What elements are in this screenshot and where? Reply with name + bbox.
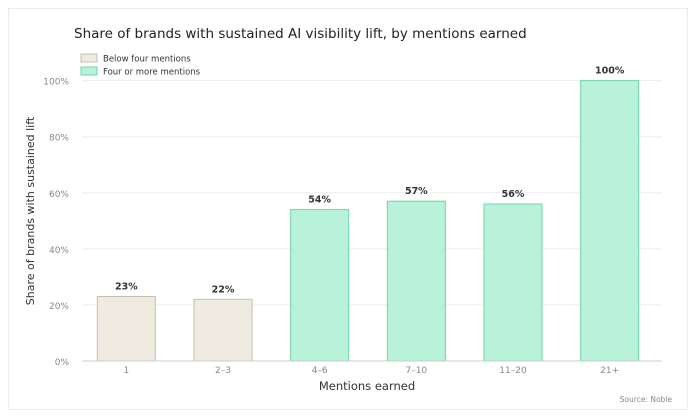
x-tick-label: 2–3 — [215, 366, 231, 376]
y-tick-label: 40% — [49, 246, 69, 256]
legend-label: Below four mentions — [103, 55, 191, 65]
y-tick-label: 0% — [55, 358, 70, 368]
bar — [96, 296, 156, 362]
legend-swatch — [80, 66, 98, 76]
data-label: 22% — [212, 284, 235, 295]
y-tick-label: 80% — [49, 134, 69, 144]
data-label: 57% — [405, 186, 428, 197]
data-label: 56% — [502, 189, 525, 200]
source-note: Source: Noble — [620, 395, 673, 404]
x-tick-label: 1 — [123, 366, 129, 376]
bar — [290, 209, 350, 362]
y-axis-label: Share of brands with sustained lift — [24, 116, 37, 305]
x-tick-label: 11–20 — [499, 366, 527, 376]
bar — [483, 203, 543, 362]
y-axis-ticks: 0% 20% 40% 60% 80% 100% — [43, 78, 69, 368]
x-axis-ticks: 1 2–3 4–6 7–10 11–20 21+ — [123, 366, 619, 376]
bar — [193, 298, 253, 362]
bars: 23% 22% 54% 57% 56% 100% — [96, 66, 640, 362]
data-label: 23% — [115, 282, 138, 293]
data-label: 54% — [308, 195, 331, 206]
chart-title: Share of brands with sustained AI visibi… — [74, 26, 527, 42]
legend-label: Four or more mentions — [103, 68, 201, 78]
y-tick-label: 60% — [49, 190, 69, 200]
x-tick-label: 7–10 — [405, 366, 427, 376]
x-axis-label: Mentions earned — [319, 379, 415, 393]
data-label: 100% — [595, 66, 625, 77]
gridlines — [82, 80, 662, 306]
x-tick-label: 21+ — [600, 366, 619, 376]
y-tick-label: 20% — [49, 302, 69, 312]
x-tick-label: 4–6 — [312, 366, 328, 376]
legend: Below four mentions Four or more mentions — [80, 53, 201, 78]
legend-swatch — [80, 53, 98, 63]
bar — [580, 80, 640, 362]
y-tick-label: 100% — [43, 78, 69, 88]
bar — [386, 200, 446, 362]
